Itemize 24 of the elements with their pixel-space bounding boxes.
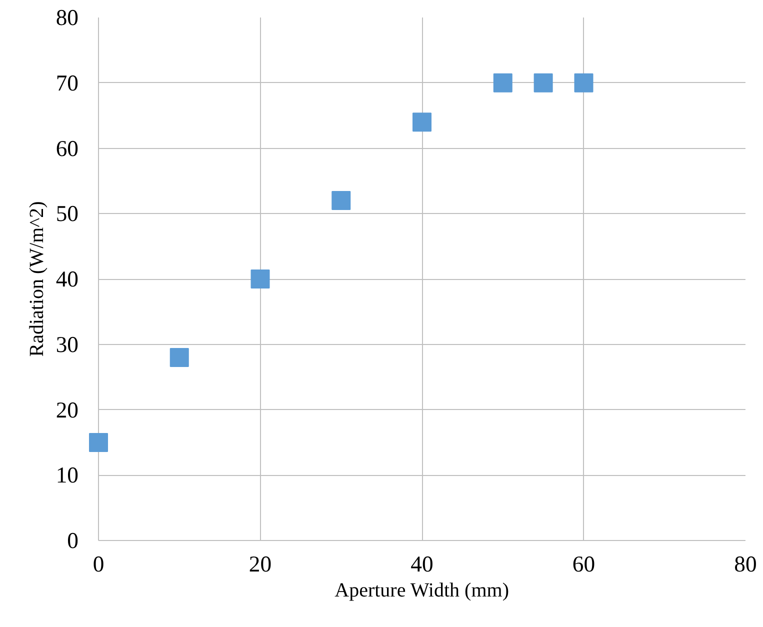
y-tick-label: 0 [67, 528, 78, 553]
point [89, 432, 108, 452]
point [412, 112, 432, 132]
x-tick-label: 60 [572, 552, 596, 576]
y-tick-label: 40 [56, 266, 78, 292]
x-tick-label: 20 [248, 552, 272, 576]
x-tick-label: 40 [410, 552, 434, 576]
x-tick-label: 80 [734, 552, 757, 576]
y-tick-label: 30 [56, 332, 78, 357]
y-axis-title: Radiation (W/m^2) [26, 201, 48, 357]
point [332, 191, 351, 210]
y-tick-label: 50 [56, 201, 78, 226]
x-tick-label: 0 [92, 552, 104, 576]
y-tick-label: 20 [56, 397, 78, 422]
y-tick-label: 10 [56, 462, 78, 488]
point [493, 73, 512, 92]
y-tick-label: 80 [56, 5, 78, 30]
point [170, 348, 189, 367]
point [574, 73, 594, 92]
point [250, 270, 270, 288]
point [534, 73, 553, 92]
y-tick-label: 70 [56, 70, 78, 96]
y-tick-label: 60 [56, 136, 78, 161]
x-axis-title: Aperture Width (mm) [334, 580, 509, 602]
